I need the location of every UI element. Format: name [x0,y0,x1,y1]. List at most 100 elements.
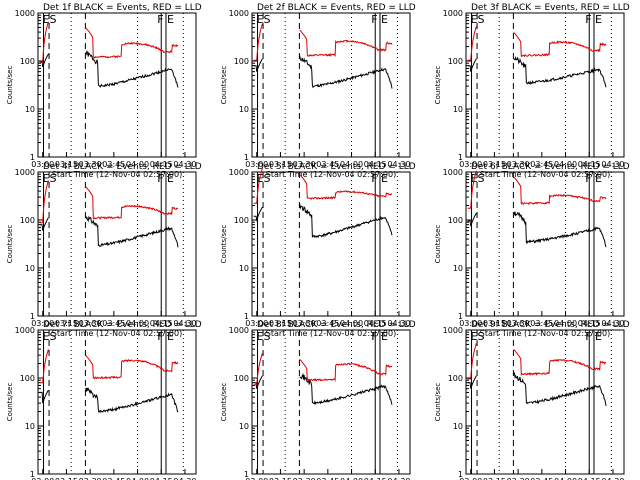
start-marker-label: ES [43,13,57,26]
end-marker-label: E [167,330,174,343]
panel-title: Det 8f BLACK = Events, RED = LLD [257,320,416,330]
events-curve [253,55,393,89]
panel-det-2f: Det 2f BLACK = Events, RED = LLD Counts/s… [220,3,416,179]
events-curve [467,372,607,406]
y-axis-label: Counts/sec [434,383,442,422]
y-tick-label: 100 [448,216,463,225]
x-tick-label: 04:00 [340,160,363,169]
x-axis-label: Start Time (12-Nov-04 02:57:00) [480,170,610,179]
x-tick-label: 04:30 [173,477,196,480]
x-tick-label: 03:15 [55,319,78,328]
x-tick-label: 03:45 [316,477,339,480]
x-tick-label: 03:15 [483,160,506,169]
end-marker-label: E [167,13,174,26]
panel-title: Det 4f BLACK = Events, RED = LLD [43,162,202,172]
lld-curve [39,21,178,63]
x-axis-label: Start Time (12-Nov-04 02:57:00) [266,329,396,338]
x-tick-label: 04:30 [387,160,410,169]
y-tick-label: 1000 [15,168,35,177]
y-tick-label: 1000 [15,9,35,18]
x-tick-label: 03:00 [459,160,482,169]
panel-det-9f: Det 9f BLACK = Events, RED = LLD Counts/s… [434,320,630,480]
x-tick-label: 04:00 [340,319,363,328]
flare-marker-label: F [371,13,377,26]
lld-curve [467,170,607,209]
x-tick-label: 03:30 [507,319,530,328]
y-tick-label: 1000 [229,326,249,335]
lld-curve [39,349,179,384]
events-curve [253,203,393,239]
y-tick-label: 100 [448,374,463,383]
y-tick-label: 10 [239,422,249,431]
y-tick-label: 100 [234,374,249,383]
x-tick-label: 04:15 [150,319,173,328]
x-tick-label: 04:00 [554,477,577,480]
plot-frame [37,12,197,158]
panel-title: Det 2f BLACK = Events, RED = LLD [257,3,416,13]
x-tick-label: 03:45 [530,477,553,480]
end-marker-label: E [167,172,174,185]
y-tick-label: 10 [25,422,35,431]
x-tick-label: 04:00 [554,319,577,328]
x-axis-label: Start Time (12-Nov-04 02:57:00) [480,329,610,338]
panel-det-4f: Det 4f BLACK = Events, RED = LLD Counts/s… [6,162,202,338]
end-marker-label: E [381,13,388,26]
y-tick-label: 1 [458,312,463,321]
start-marker-label: ES [43,330,57,343]
y-tick-label: 10 [25,264,35,273]
y-axis-label: Counts/sec [220,383,228,422]
x-tick-label: 04:15 [364,160,387,169]
y-axis-label: Counts/sec [6,225,14,264]
x-tick-label: 03:15 [269,477,292,480]
end-marker-label: E [381,330,388,343]
panel-det-3f: Det 3f BLACK = Events, RED = LLD Counts/s… [434,3,630,179]
x-tick-label: 03:30 [507,477,530,480]
y-tick-label: 1 [30,153,35,162]
y-tick-label: 100 [20,374,35,383]
panel-title: Det 5f BLACK = Events, RED = LLD [257,162,416,172]
panel-det-8f: Det 8f BLACK = Events, RED = LLD Counts/s… [220,320,416,480]
y-tick-label: 100 [234,57,249,66]
y-tick-label: 1 [244,153,249,162]
x-tick-label: 04:00 [340,477,363,480]
y-tick-label: 100 [234,216,249,225]
panel-title: Det 3f BLACK = Events, RED = LLD [471,3,630,13]
panel-title: Det 7f BLACK = Events, RED = LLD [43,320,202,330]
start-marker-label: ES [471,172,485,185]
flare-marker-label: F [585,13,591,26]
panel-det-6f: Det 6f BLACK = Events, RED = LLD Counts/s… [434,162,630,338]
panel-det-7f: Det 7f BLACK = Events, RED = LLD Counts/s… [6,320,202,480]
events-curve [467,56,607,88]
x-tick-label: 04:30 [173,160,196,169]
x-tick-label: 03:15 [269,319,292,328]
x-tick-label: 03:30 [293,319,316,328]
panel-det-1f: Det 1f BLACK = Events, RED = LLD Counts/s… [6,3,202,179]
x-tick-label: 04:00 [126,319,149,328]
y-tick-label: 10 [25,105,35,114]
y-tick-label: 1 [458,470,463,479]
x-tick-label: 03:15 [55,160,78,169]
x-tick-label: 03:30 [79,319,102,328]
y-tick-label: 1000 [443,9,463,18]
x-axis-label: Start Time (12-Nov-04 02:57:00) [52,170,182,179]
plot-frame [37,171,197,317]
lld-curve [467,343,607,380]
y-axis-label: Counts/sec [434,66,442,105]
flare-marker-label: F [371,172,377,185]
plot-frame [37,329,197,475]
x-tick-label: 03:30 [293,160,316,169]
flare-marker-label: F [585,330,591,343]
panel-title: Det 6f BLACK = Events, RED = LLD [471,162,630,172]
plot-frame [251,329,411,475]
x-tick-label: 03:15 [55,477,78,480]
x-tick-label: 04:30 [601,477,624,480]
y-tick-label: 10 [453,105,463,114]
y-tick-label: 1000 [229,168,249,177]
plot-frame [465,329,625,475]
y-axis-label: Counts/sec [220,225,228,264]
end-marker-label: E [595,172,602,185]
x-tick-label: 03:15 [483,477,506,480]
x-tick-label: 03:45 [102,477,125,480]
x-tick-label: 04:15 [364,477,387,480]
x-axis-label: Start Time (12-Nov-04 02:57:00) [52,329,182,338]
